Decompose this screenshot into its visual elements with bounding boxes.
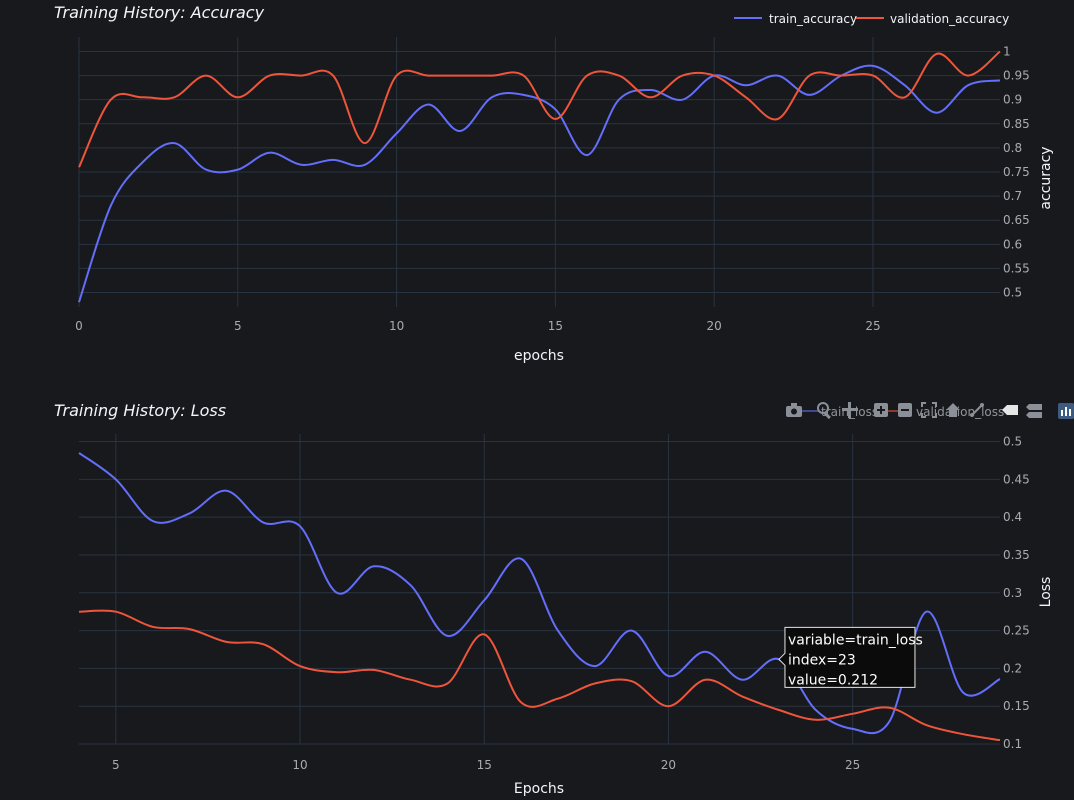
legend-item-train-accuracy[interactable]: train_accuracy: [734, 12, 857, 26]
accuracy-legend[interactable]: train_accuracy validation_accuracy: [734, 12, 1009, 26]
loss-y-tick-label: 0.3: [1003, 586, 1022, 600]
accuracy-x-tick-label: 25: [865, 319, 880, 333]
legend-label-train-accuracy: train_accuracy: [769, 12, 857, 26]
hover-tooltip-index: index=23: [788, 652, 856, 668]
loss-chart[interactable]: 5 10 15 20 25 0.1 0.15 0.2 0.25 0.3 0.35 0.4 0.45 0.5…: [54, 401, 1054, 797]
loss-y-axis-label: Loss: [1038, 577, 1054, 608]
accuracy-series-group: [78, 50, 1001, 303]
hover-tooltip: variable=train_loss index=23 value=0.212: [778, 626, 923, 688]
loss-x-tick-label: 10: [292, 758, 307, 772]
loss-y-tick-label: 0.35: [1003, 548, 1030, 562]
hover-tooltip-box: [778, 626, 916, 688]
zoom-in-icon[interactable]: [874, 403, 888, 417]
loss-chart-title: Training History: Loss: [54, 401, 226, 420]
accuracy-chart[interactable]: 0 5 10 15 20 25 0.5 0.55 0.6 0.65 0.7 0.75 0.8 0.85 0.…: [54, 3, 1054, 364]
camera-icon[interactable]: [786, 403, 802, 417]
accuracy-y-tick-label: 0.95: [1003, 69, 1030, 83]
accuracy-y-tick-label: 0.5: [1003, 286, 1022, 300]
loss-series-group: [78, 452, 1001, 742]
loss-x-axis-label: Epochs: [514, 781, 564, 797]
loss-legend[interactable]: train_loss validation_loss: [792, 405, 1004, 419]
plotly-logo-icon[interactable]: [1058, 403, 1074, 419]
legend-label-validation-accuracy: validation_accuracy: [890, 12, 1009, 26]
series-line-validation-accuracy[interactable]: [78, 50, 1001, 168]
accuracy-y-tick-label: 0.75: [1003, 165, 1030, 179]
loss-x-tick-label: 25: [845, 758, 860, 772]
accuracy-x-axis-label: epochs: [514, 348, 564, 364]
loss-y-tick-label: 0.25: [1003, 624, 1030, 638]
accuracy-y-tick-label: 0.7: [1003, 189, 1022, 203]
accuracy-tick-labels: 0 5 10 15 20 25 0.5 0.55 0.6 0.65 0.7 0.75 0.8 0.85 0.…: [75, 44, 1030, 333]
loss-y-tick-label: 0.2: [1003, 661, 1022, 675]
accuracy-y-tick-label: 0.55: [1003, 261, 1030, 275]
accuracy-x-tick-label: 5: [234, 319, 242, 333]
accuracy-y-tick-label: 0.9: [1003, 93, 1022, 107]
accuracy-x-tick-label: 15: [548, 319, 563, 333]
loss-y-tick-label: 0.45: [1003, 472, 1030, 486]
zoom-out-icon[interactable]: [898, 403, 912, 417]
series-line-validation-loss[interactable]: [78, 609, 1001, 742]
accuracy-y-tick-label: 0.85: [1003, 117, 1030, 131]
series-line-train-loss[interactable]: [78, 452, 1001, 735]
loss-y-tick-label: 0.15: [1003, 699, 1030, 713]
loss-tick-labels: 5 10 15 20 25 0.1 0.15 0.2 0.25 0.3 0.35 0.4 0.45 0.5: [112, 435, 1030, 772]
accuracy-y-tick-label: 0.6: [1003, 237, 1022, 251]
loss-y-tick-label: 0.5: [1003, 435, 1022, 449]
loss-y-tick-label: 0.4: [1003, 510, 1022, 524]
loss-x-tick-label: 20: [661, 758, 676, 772]
loss-x-tick-label: 15: [477, 758, 492, 772]
accuracy-x-tick-label: 0: [75, 319, 83, 333]
accuracy-y-tick-label: 0.8: [1003, 141, 1022, 155]
accuracy-x-tick-label: 20: [707, 319, 722, 333]
modebar[interactable]: [786, 402, 1074, 420]
reset-axes-icon[interactable]: [946, 403, 960, 417]
hover-compare-icon[interactable]: [1026, 404, 1042, 418]
accuracy-y-axis-label: accuracy: [1038, 146, 1054, 209]
loss-y-tick-label: 0.1: [1003, 737, 1022, 751]
pan-icon[interactable]: [842, 402, 858, 418]
loss-x-tick-label: 5: [112, 758, 120, 772]
accuracy-y-tick-label: 0.65: [1003, 213, 1030, 227]
hover-tooltip-value: value=0.212: [788, 672, 878, 688]
legend-label-validation-loss: validation_loss: [916, 405, 1004, 419]
loss-gridlines: [79, 434, 1000, 745]
legend-item-validation-accuracy[interactable]: validation_accuracy: [856, 12, 1009, 26]
hover-closest-icon[interactable]: [1002, 405, 1018, 415]
hover-tooltip-variable: variable=train_loss: [788, 632, 923, 648]
accuracy-y-tick-label: 1: [1003, 44, 1011, 58]
accuracy-x-tick-label: 10: [389, 319, 404, 333]
zoom-icon[interactable]: [817, 402, 831, 420]
accuracy-chart-title: Training History: Accuracy: [54, 3, 265, 22]
spike-lines-icon[interactable]: [970, 403, 984, 417]
autoscale-icon[interactable]: [921, 402, 937, 418]
